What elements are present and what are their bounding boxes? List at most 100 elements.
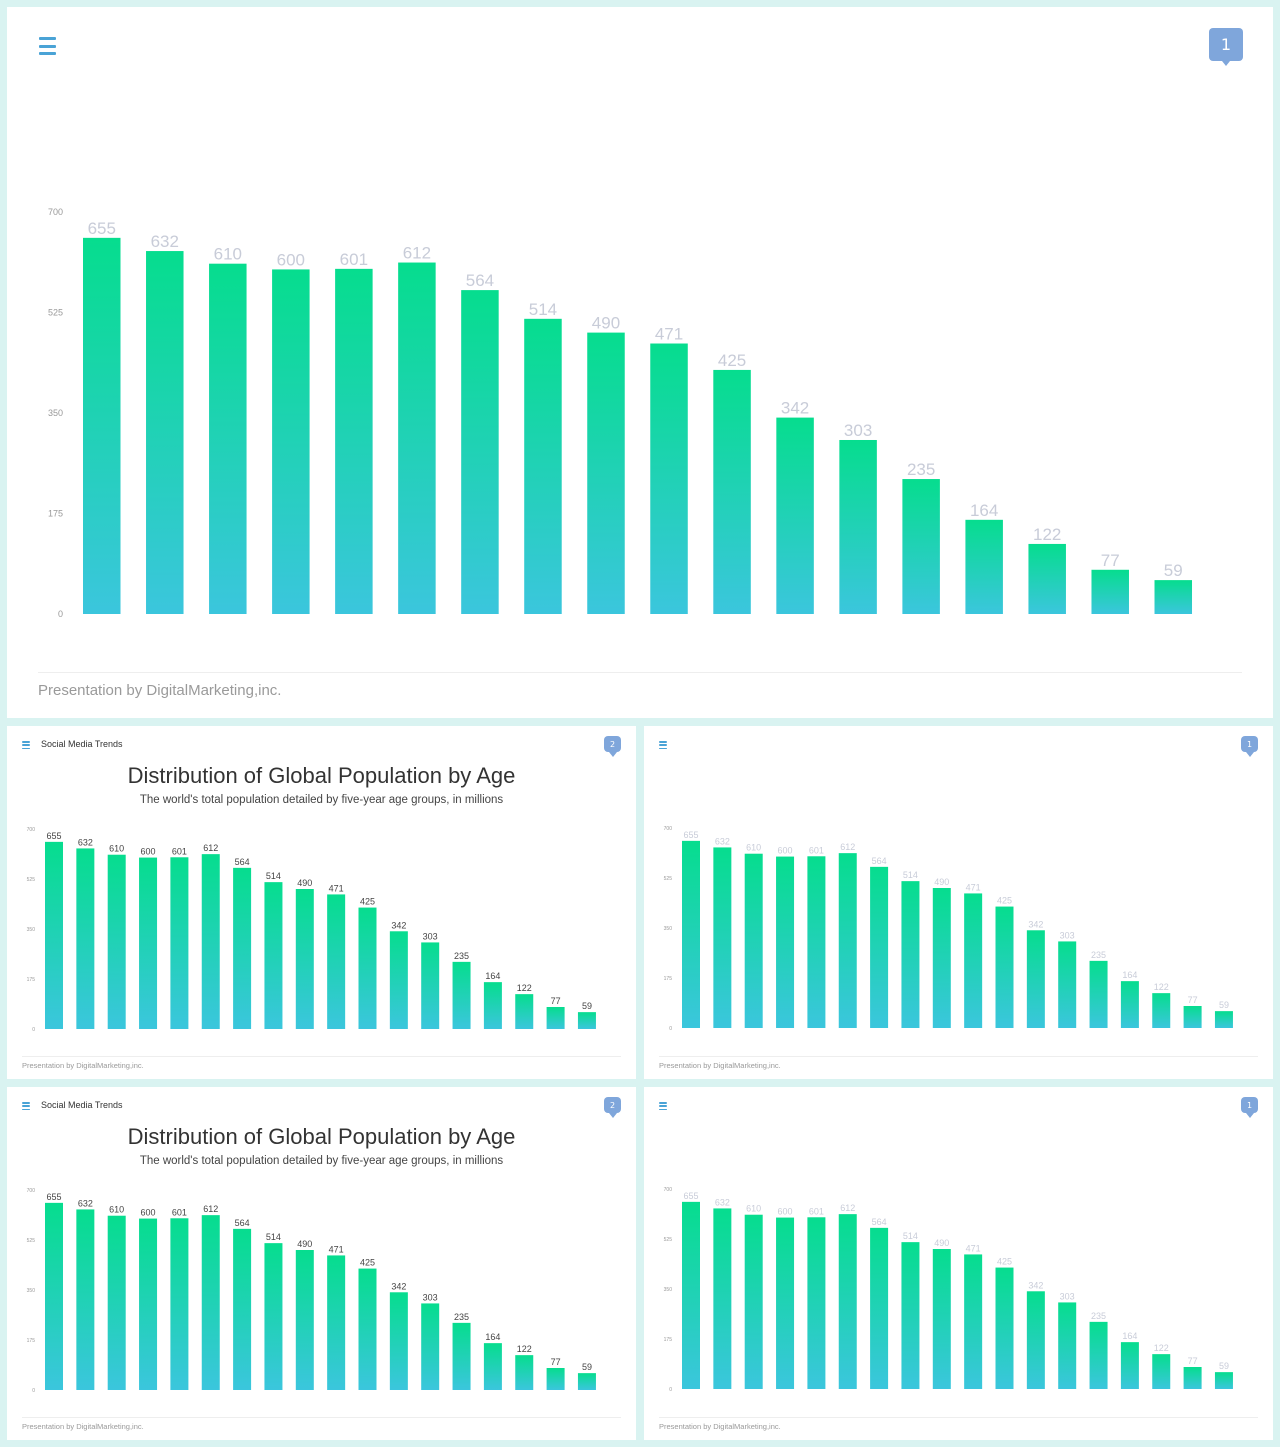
- slide-title: Distribution of Global Population by Age: [127, 1124, 516, 1149]
- bar: [1028, 543, 1066, 614]
- data-label: 601: [340, 250, 368, 269]
- slide-5: 1 0 175 350 525 700 655 632 610 600 601 612 564 514 4…: [644, 1087, 1273, 1440]
- y-tick-label: 175: [48, 509, 63, 519]
- bar: [45, 841, 63, 1029]
- y-tick-label: 525: [664, 876, 673, 882]
- bar: [146, 251, 184, 614]
- hamburger-menu-icon[interactable]: [22, 1102, 30, 1110]
- bar: [577, 1012, 596, 1029]
- bar: [389, 931, 408, 1029]
- data-label: 612: [203, 843, 218, 853]
- bar: [327, 894, 346, 1029]
- footer-text: Presentation by DigitalMarketing,inc.: [659, 1422, 781, 1431]
- data-label: 600: [778, 1207, 793, 1217]
- bar: [995, 1267, 1014, 1389]
- data-label: 655: [683, 1191, 698, 1201]
- y-tick-label: 350: [664, 926, 673, 932]
- bar: [1214, 1372, 1233, 1389]
- y-tick-label: 0: [669, 1026, 672, 1032]
- data-label: 632: [715, 1197, 730, 1207]
- bar-chart: 0 175 350 525 700 655 632 610 600 601 612 564 514 490…: [48, 207, 1193, 619]
- y-tick-label: 350: [664, 1287, 673, 1293]
- data-label: 514: [903, 870, 918, 880]
- bar: [107, 1215, 126, 1390]
- y-tick-label: 175: [27, 1338, 36, 1344]
- bar: [546, 1007, 565, 1029]
- data-label: 564: [466, 271, 494, 290]
- bar: [1091, 569, 1129, 614]
- bar: [1183, 1006, 1202, 1028]
- bar: [483, 1343, 502, 1390]
- data-label: 612: [403, 244, 431, 263]
- data-label: 655: [46, 831, 61, 841]
- data-label: 303: [1060, 1291, 1075, 1301]
- bar: [838, 853, 857, 1028]
- bar: [398, 262, 436, 614]
- bar: [327, 1255, 346, 1390]
- bar: [452, 961, 471, 1029]
- y-tick-label: 175: [27, 977, 36, 983]
- bar: [713, 1208, 732, 1389]
- bar: [209, 263, 247, 614]
- bar: [650, 343, 688, 614]
- bar: [776, 417, 814, 614]
- footer-text: Presentation by DigitalMarketing,inc.: [22, 1061, 144, 1070]
- y-tick-label: 0: [32, 1388, 35, 1394]
- data-label: 600: [277, 250, 305, 269]
- data-label: 490: [934, 877, 949, 887]
- page-number-badge: 2: [604, 1097, 621, 1118]
- data-label: 59: [1164, 561, 1183, 580]
- bar: [201, 854, 220, 1029]
- bar: [1152, 993, 1171, 1028]
- data-label: 303: [423, 931, 438, 941]
- bar: [45, 1202, 63, 1390]
- data-label: 59: [582, 1001, 592, 1011]
- data-label: 655: [46, 1192, 61, 1202]
- data-label: 342: [391, 920, 406, 930]
- footer-divider: [38, 672, 1242, 673]
- data-label: 514: [266, 871, 281, 881]
- y-tick-label: 700: [664, 1187, 673, 1193]
- y-tick-label: 175: [664, 1337, 673, 1343]
- data-label: 164: [1122, 1331, 1137, 1341]
- y-tick-label: 350: [27, 927, 36, 933]
- hamburger-menu-icon[interactable]: [659, 741, 667, 749]
- data-label: 471: [329, 883, 344, 893]
- bar: [76, 848, 95, 1029]
- y-tick-label: 525: [27, 1238, 36, 1244]
- data-label: 77: [1188, 995, 1198, 1005]
- slide-1: 1 0 175 350 525 700 655 632 610 600 601 612 564 514 4…: [7, 7, 1273, 718]
- hamburger-menu-icon[interactable]: [22, 741, 30, 749]
- data-label: 164: [485, 971, 500, 981]
- y-tick-label: 0: [58, 609, 63, 619]
- y-tick-label: 700: [48, 207, 63, 217]
- bar: [838, 1214, 857, 1389]
- slide-title: Distribution of Global Population by Age: [127, 763, 516, 788]
- bar: [1026, 930, 1045, 1028]
- bar: [452, 1322, 471, 1390]
- bar: [1120, 981, 1139, 1028]
- data-label: 342: [1028, 919, 1043, 929]
- data-label: 425: [718, 351, 746, 370]
- data-label: 77: [551, 1357, 561, 1367]
- brand-label: Social Media Trends: [41, 1100, 123, 1110]
- bar: [1058, 1302, 1077, 1389]
- data-label: 303: [1060, 930, 1075, 940]
- data-label: 490: [297, 1239, 312, 1249]
- hamburger-menu-icon[interactable]: [39, 37, 56, 55]
- bar: [964, 1254, 983, 1389]
- brand-label: Social Media Trends: [41, 739, 123, 749]
- bar: [389, 1292, 408, 1390]
- data-label: 564: [235, 1218, 250, 1228]
- footer-text: Presentation by DigitalMarketing,inc.: [38, 682, 282, 699]
- data-label: 632: [78, 1198, 93, 1208]
- data-label: 601: [809, 845, 824, 855]
- data-label: 612: [840, 842, 855, 852]
- data-label: 342: [781, 399, 809, 418]
- data-label: 342: [1028, 1280, 1043, 1290]
- bar: [335, 268, 373, 614]
- bar: [901, 881, 920, 1028]
- data-label: 514: [529, 300, 557, 319]
- bar: [170, 857, 189, 1029]
- hamburger-menu-icon[interactable]: [659, 1102, 667, 1110]
